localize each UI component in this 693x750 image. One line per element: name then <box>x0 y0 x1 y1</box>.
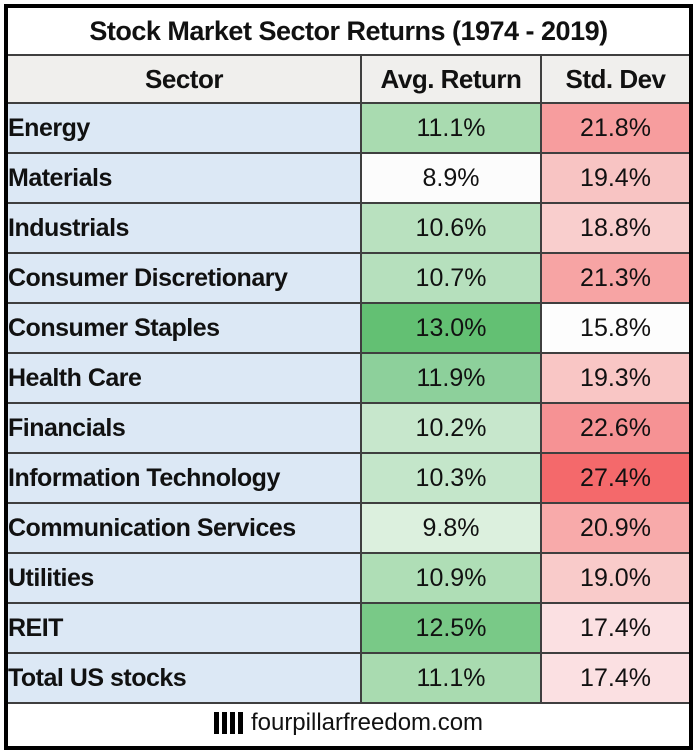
sector-name: Consumer Staples <box>5 302 362 354</box>
sector-name: Health Care <box>5 352 362 404</box>
column-header-sector: Sector <box>5 54 362 104</box>
avg-return-value: 11.1% <box>360 652 542 704</box>
avg-return-value: 12.5% <box>360 602 542 654</box>
sector-name: Financials <box>5 402 362 454</box>
std-dev-value: 19.0% <box>540 552 692 604</box>
footer: fourpillarfreedom.com <box>5 702 692 749</box>
column-header-avg-return: Avg. Return <box>360 54 542 104</box>
table-row: Consumer Discretionary 10.7% 21.3% <box>5 252 692 304</box>
sector-returns-table: Stock Market Sector Returns (1974 - 2019… <box>4 4 693 750</box>
std-dev-value: 22.6% <box>540 402 692 454</box>
avg-return-value: 9.8% <box>360 502 542 554</box>
table-row: Health Care 11.9% 19.3% <box>5 352 692 404</box>
table-row: Information Technology 10.3% 27.4% <box>5 452 692 504</box>
std-dev-value: 27.4% <box>540 452 692 504</box>
std-dev-value: 18.8% <box>540 202 692 254</box>
std-dev-value: 19.3% <box>540 352 692 404</box>
avg-return-value: 10.9% <box>360 552 542 604</box>
table-row: Communication Services 9.8% 20.9% <box>5 502 692 554</box>
four-bars-icon <box>213 712 243 734</box>
header-row: Sector Avg. Return Std. Dev <box>5 54 692 104</box>
avg-return-value: 13.0% <box>360 302 542 354</box>
table-row: Industrials 10.6% 18.8% <box>5 202 692 254</box>
table-title: Stock Market Sector Returns (1974 - 2019… <box>5 5 692 56</box>
avg-return-value: 10.3% <box>360 452 542 504</box>
std-dev-value: 17.4% <box>540 652 692 704</box>
std-dev-value: 21.8% <box>540 102 692 154</box>
avg-return-value: 10.2% <box>360 402 542 454</box>
std-dev-value: 17.4% <box>540 602 692 654</box>
table-row: Financials 10.2% 22.6% <box>5 402 692 454</box>
title-row: Stock Market Sector Returns (1974 - 2019… <box>5 5 692 56</box>
sector-name: Materials <box>5 152 362 204</box>
avg-return-value: 11.9% <box>360 352 542 404</box>
sector-name: Energy <box>5 102 362 154</box>
std-dev-value: 15.8% <box>540 302 692 354</box>
table-row: Consumer Staples 13.0% 15.8% <box>5 302 692 354</box>
sector-name: Utilities <box>5 552 362 604</box>
footer-row: fourpillarfreedom.com <box>5 702 692 749</box>
std-dev-value: 20.9% <box>540 502 692 554</box>
table-row: Utilities 10.9% 19.0% <box>5 552 692 604</box>
sector-name: Information Technology <box>5 452 362 504</box>
avg-return-value: 8.9% <box>360 152 542 204</box>
footer-site-text: fourpillarfreedom.com <box>250 709 484 736</box>
std-dev-value: 21.3% <box>540 252 692 304</box>
sector-name: Consumer Discretionary <box>5 252 362 304</box>
column-header-std-dev: Std. Dev <box>540 54 692 104</box>
sector-name: Total US stocks <box>5 652 362 704</box>
table-row: Materials 8.9% 19.4% <box>5 152 692 204</box>
avg-return-value: 10.7% <box>360 252 542 304</box>
sector-name: REIT <box>5 602 362 654</box>
sector-name: Communication Services <box>5 502 362 554</box>
table-row: Total US stocks 11.1% 17.4% <box>5 652 692 704</box>
avg-return-value: 11.1% <box>360 102 542 154</box>
table-row: Energy 11.1% 21.8% <box>5 102 692 154</box>
table-row: REIT 12.5% 17.4% <box>5 602 692 654</box>
sector-name: Industrials <box>5 202 362 254</box>
std-dev-value: 19.4% <box>540 152 692 204</box>
avg-return-value: 10.6% <box>360 202 542 254</box>
